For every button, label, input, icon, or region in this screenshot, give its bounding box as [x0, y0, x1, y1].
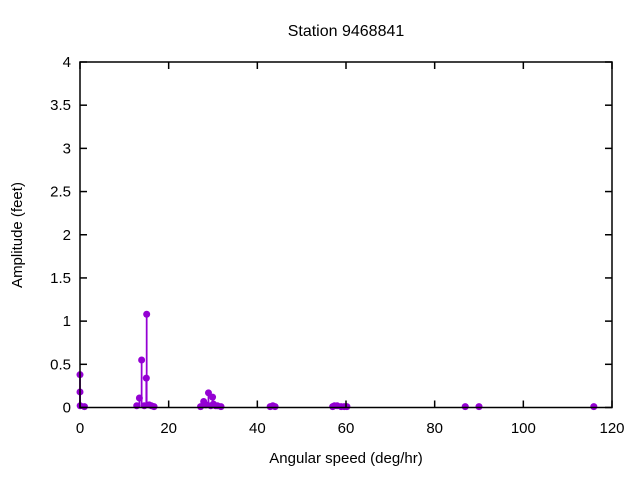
data-point	[217, 403, 225, 411]
y-tick-label: 1	[63, 313, 71, 330]
x-tick-label: 40	[249, 420, 266, 437]
impulse-lines	[79, 314, 595, 407]
y-axis-label: Amplitude (feet)	[9, 182, 26, 288]
data-point	[461, 403, 469, 411]
x-ticks: 0 20 40 60 80 100 120	[76, 62, 625, 437]
chart-title: Station 9468841	[288, 23, 405, 40]
x-axis-label: Angular speed (deg/hr)	[269, 450, 422, 467]
data-point	[138, 356, 146, 364]
y-tick-label: 0.5	[50, 356, 71, 373]
data-point	[475, 403, 483, 411]
y-ticks: 0 0.5 1 1.5 2 2.5 3 3.5 4	[50, 54, 612, 417]
y-tick-label: 3.5	[50, 97, 71, 114]
plot-border	[79, 61, 613, 409]
data-points	[76, 310, 598, 411]
x-tick-label: 100	[511, 420, 536, 437]
data-point	[80, 403, 88, 411]
x-tick-label: 80	[426, 420, 443, 437]
y-tick-label: 2.5	[50, 184, 71, 201]
y-tick-label: 3	[63, 140, 71, 157]
data-point	[197, 403, 205, 411]
y-tick-label: 2	[63, 227, 71, 244]
data-point	[142, 374, 150, 382]
x-tick-label: 120	[599, 420, 624, 437]
y-tick-label: 1.5	[50, 270, 71, 287]
y-tick-label: 0	[63, 400, 71, 417]
data-point	[343, 403, 351, 411]
data-point	[150, 403, 158, 411]
x-tick-label: 20	[160, 420, 177, 437]
x-tick-label: 60	[338, 420, 355, 437]
data-point	[271, 403, 279, 411]
data-point	[143, 310, 151, 318]
data-point	[209, 393, 217, 401]
x-tick-label: 0	[76, 420, 84, 437]
y-tick-label: 4	[63, 54, 71, 71]
data-point	[590, 403, 598, 411]
data-point	[135, 394, 143, 402]
